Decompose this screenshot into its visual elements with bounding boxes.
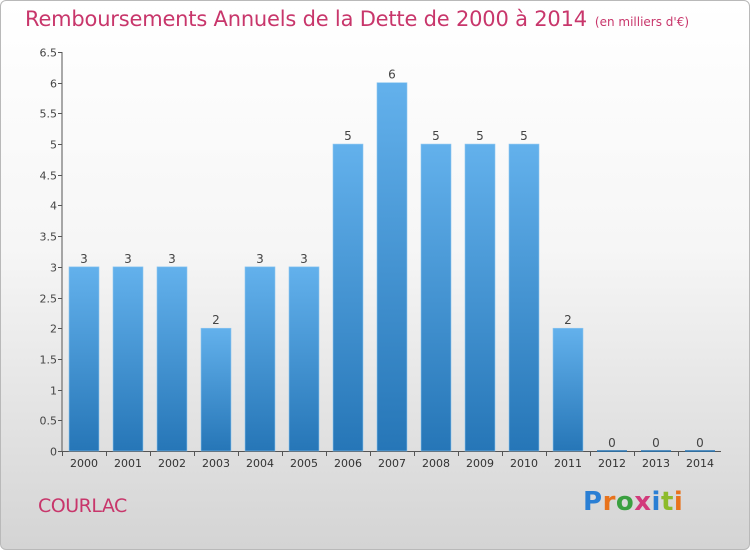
x-tick-label: 2013 [642,457,670,470]
x-tick-label: 2002 [158,457,186,470]
y-tick-label: 6 [50,78,57,91]
y-tick-label: 5.5 [40,108,58,121]
logo-letter: t [660,487,674,517]
y-tick-label: 3 [50,262,57,275]
x-tick-label: 2010 [510,457,538,470]
y-tick-label: 0 [50,446,57,459]
bar-2002 [156,266,188,452]
y-tick-label: 2 [50,323,57,336]
data-label-2000: 3 [80,252,88,266]
data-label-2014: 0 [696,436,704,450]
data-label-2011: 2 [564,313,572,327]
bar-2008 [420,143,452,452]
proxiti-logo[interactable]: Proxiti [583,487,683,517]
x-tick-label: 2006 [334,457,362,470]
bar-2000 [68,266,100,452]
y-tick-label: 0.5 [40,415,58,428]
y-tick-label: 1.5 [40,354,58,367]
data-label-2006: 5 [344,129,352,143]
data-label-2004: 3 [256,252,264,266]
chart-data-labels: 3 3 3 2 3 3 5 6 5 5 5 2 0 0 0 [80,68,704,450]
bar-2009 [464,143,496,452]
x-tick-label: 2003 [202,457,230,470]
logo-letter: i [673,487,684,517]
y-tick-label: 5 [50,139,57,152]
bar-2004 [244,266,276,452]
y-tick-label: 4.5 [40,170,58,183]
chart-unit: (en milliers d'€) [594,15,690,29]
logo-letter: i [651,487,661,517]
data-label-2008: 5 [432,129,440,143]
chart-title-text: Remboursements Annuels de la Dette de 20… [25,7,587,31]
data-label-2009: 5 [476,129,484,143]
x-tick-label: 2005 [290,457,318,470]
bar-2005 [288,266,320,452]
x-tick-label: 2004 [246,457,274,470]
logo-letter: P [583,487,603,517]
bar-2011 [552,327,584,452]
x-tick-label: 2001 [114,457,142,470]
bar-2010 [508,143,540,452]
data-label-2007: 6 [388,68,396,82]
place-name: COURLAC [38,495,127,517]
x-tick-label: 2009 [466,457,494,470]
x-tick-label: 2012 [598,457,626,470]
bar-2007 [376,82,408,452]
data-label-2002: 3 [168,252,176,266]
logo-letter: r [602,487,616,517]
y-tick-label: 6.5 [40,47,58,60]
y-tick-label: 4 [50,200,57,213]
data-label-2012: 0 [608,436,616,450]
data-label-2001: 3 [124,252,132,266]
data-label-2005: 3 [300,252,308,266]
data-label-2010: 5 [520,129,528,143]
data-label-2013: 0 [652,436,660,450]
y-tick-label: 3.5 [40,231,58,244]
x-tick-label: 2014 [686,457,714,470]
x-tick-label: 2011 [554,457,582,470]
data-label-2003: 2 [212,313,220,327]
bar-2001 [112,266,144,452]
logo-letter: o [615,487,635,517]
chart-title: Remboursements Annuels de la Dette de 20… [25,7,689,31]
x-tick-label: 2000 [70,457,98,470]
x-tick-label: 2008 [422,457,450,470]
bar-2006 [332,143,364,452]
y-tick-label: 2.5 [40,293,58,306]
logo-letter: x [634,487,652,517]
chart-bars [68,82,715,452]
bar-2003 [200,327,232,452]
x-tick-label: 2007 [378,457,406,470]
y-tick-label: 1 [50,385,57,398]
